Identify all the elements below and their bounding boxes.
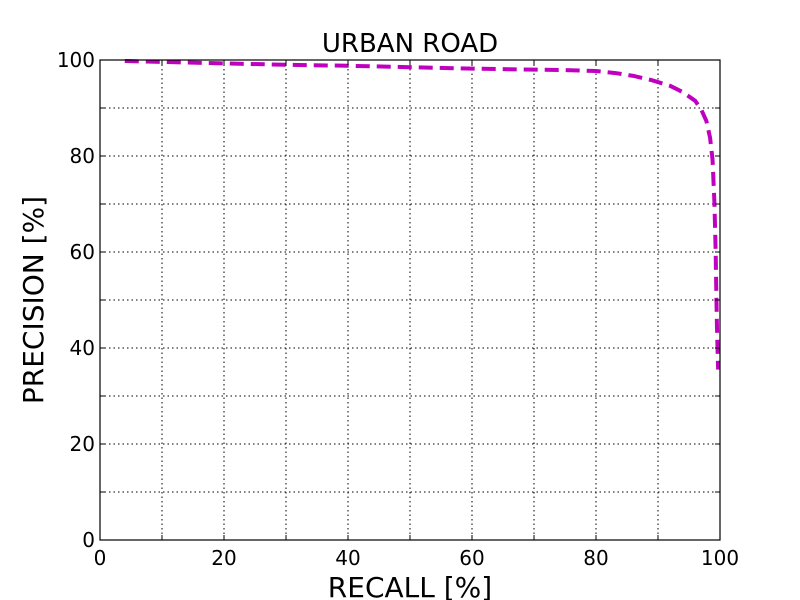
x-axis-label: RECALL [%] [328, 571, 492, 600]
series-line [124, 58, 721, 370]
x-tick-label: 20 [211, 546, 236, 570]
x-tick-label: 100 [701, 546, 739, 570]
x-tick-label: 80 [583, 546, 608, 570]
chart-title: URBAN ROAD [322, 29, 498, 59]
y-tick-label: 100 [57, 48, 95, 72]
x-tick-label: 40 [335, 546, 360, 570]
y-tick-label: 0 [82, 528, 95, 552]
series-layer [124, 58, 721, 370]
y-tick-label: 40 [70, 336, 95, 360]
grid [100, 60, 720, 540]
ticks: 0 20 40 60 80 100 0 20 40 60 80 100 [57, 48, 739, 570]
y-tick-label: 20 [70, 432, 95, 456]
x-tick-label: 0 [94, 546, 107, 570]
y-tick-label: 60 [70, 240, 95, 264]
y-axis-label: PRECISION [%] [17, 196, 50, 404]
x-tick-label: 60 [459, 546, 484, 570]
y-tick-label: 80 [70, 144, 95, 168]
